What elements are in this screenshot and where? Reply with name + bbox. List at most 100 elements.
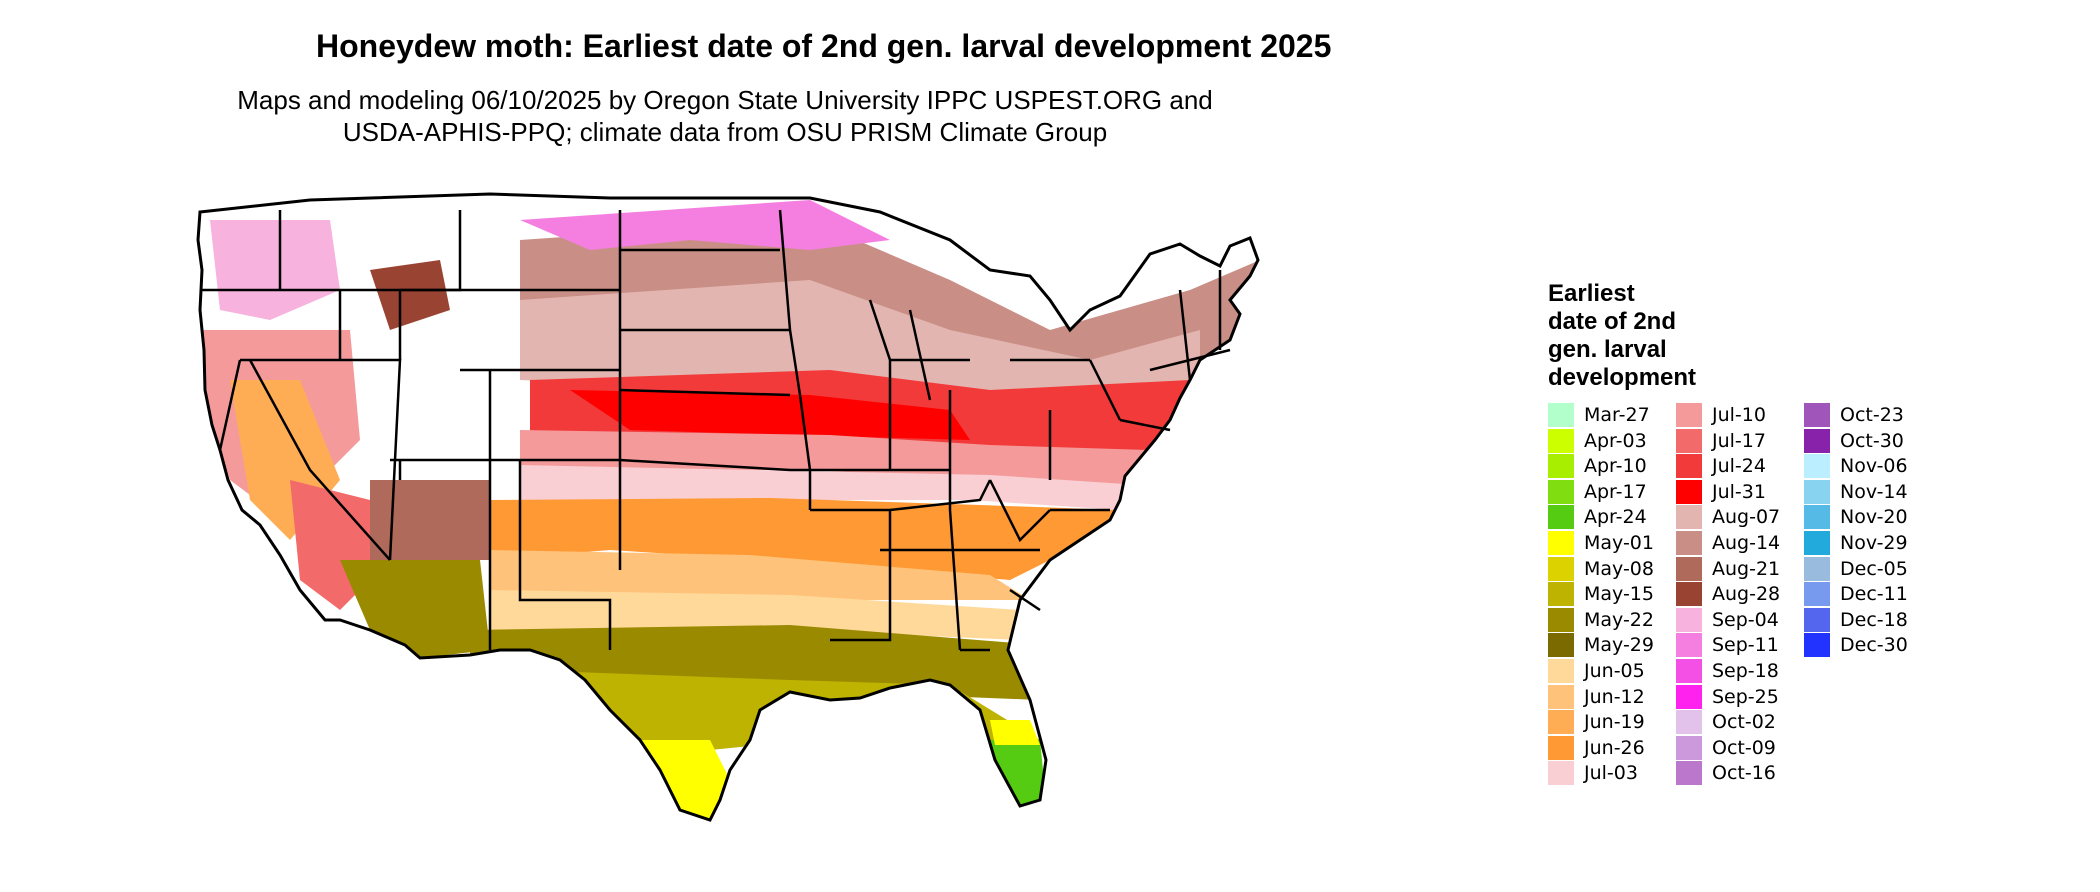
legend-label: Sep-25 (1712, 685, 1779, 708)
legend-label: Dec-30 (1840, 634, 1908, 657)
state-boundary (1178, 289, 1192, 381)
legend-item: Sep-11 (1676, 632, 1796, 658)
legend-item: Apr-10 (1548, 453, 1668, 479)
state-boundary (1149, 348, 1231, 372)
legend-item: Aug-28 (1676, 581, 1796, 607)
legend-title: Earliest date of 2nd gen. larval develop… (1548, 280, 1748, 392)
legend-item: Oct-16 (1676, 760, 1796, 786)
legend-label: Dec-05 (1840, 557, 1908, 580)
legend-label: Oct-16 (1712, 762, 1776, 785)
legend-item: May-22 (1548, 607, 1668, 633)
legend-label: May-15 (1584, 583, 1654, 606)
legend-label: Jul-17 (1712, 429, 1766, 452)
legend-swatch (1676, 761, 1702, 786)
legend-swatch (1548, 761, 1574, 786)
legend-label: Jul-10 (1712, 404, 1766, 426)
legend-label: Jul-03 (1584, 762, 1638, 785)
subtitle-line-2: USDA-APHIS-PPQ; climate data from OSU PR… (342, 117, 1108, 147)
legend-swatch (1548, 505, 1574, 530)
legend-label: May-08 (1584, 557, 1654, 580)
legend-label: Jul-31 (1712, 480, 1766, 503)
legend-item: Aug-14 (1676, 530, 1796, 556)
legend-column: Jul-10 Jul-17 Jul-24 Jul-31 Aug-07 Aug-14 Aug-… (1676, 402, 1796, 786)
legend-swatch (1548, 454, 1574, 479)
late-season-zone (520, 220, 1258, 390)
legend-swatch (1676, 428, 1702, 453)
legend-item: Dec-30 (1804, 632, 1924, 658)
legend-swatch (1548, 710, 1574, 735)
legend-item: May-01 (1548, 530, 1668, 556)
legend-swatch (1548, 428, 1574, 453)
legend-column: Mar-27 Apr-03 Apr-10 Apr-17 Apr-24 May-01 May-… (1548, 402, 1668, 786)
state-boundary (889, 479, 992, 512)
legend-label: Dec-11 (1840, 583, 1908, 606)
legend-item: Apr-17 (1548, 479, 1668, 505)
legend-label: May-22 (1584, 608, 1654, 631)
legend-swatch (1548, 633, 1574, 658)
legend-label: Nov-14 (1840, 480, 1908, 503)
legend-swatch (1676, 403, 1702, 427)
legend-swatch (1676, 684, 1702, 709)
legend-label: Oct-02 (1712, 711, 1776, 734)
legend-swatch (1676, 607, 1702, 632)
legend-title-line: gen. larval (1548, 336, 1667, 363)
legend-swatch (1804, 633, 1830, 658)
state-boundary (988, 479, 1051, 543)
legend-swatch (1676, 633, 1702, 658)
legend-label: Nov-29 (1840, 531, 1908, 554)
very-late-zone (520, 200, 890, 250)
legend-item: Jun-26 (1548, 735, 1668, 761)
legend-label: Nov-06 (1840, 455, 1908, 478)
legend-swatch (1676, 658, 1702, 683)
legend-title-line: date of 2nd (1548, 308, 1677, 335)
legend-swatch (1804, 505, 1830, 530)
legend-swatch (1548, 684, 1574, 709)
legend-swatch (1676, 582, 1702, 607)
legend-swatch (1804, 607, 1830, 632)
legend-swatch (1804, 479, 1830, 504)
legend-label: Sep-11 (1712, 634, 1779, 657)
subtitle-line-1: Maps and modeling 06/10/2025 by Oregon S… (237, 85, 1213, 115)
state-boundary (778, 209, 812, 510)
spring-zone (620, 740, 730, 820)
legend-item: Nov-29 (1804, 530, 1924, 556)
legend-label: Oct-09 (1712, 736, 1776, 759)
legend-item: Mar-27 (1548, 402, 1668, 428)
mid-season-zone (520, 430, 1150, 490)
us-phenology-map (196, 192, 1260, 822)
legend-item: Aug-21 (1676, 556, 1796, 582)
southwest-zone (340, 560, 490, 658)
legend-item: Sep-18 (1676, 658, 1796, 684)
legend-swatch (1548, 607, 1574, 632)
legend-swatch (1804, 428, 1830, 453)
legend-label: Apr-17 (1584, 480, 1647, 503)
legend-item: Jun-19 (1548, 709, 1668, 735)
legend-item: Jul-24 (1676, 453, 1796, 479)
legend-item: Jun-12 (1548, 684, 1668, 710)
legend-item: Sep-04 (1676, 607, 1796, 633)
legend-item: Aug-07 (1676, 504, 1796, 530)
legend-item: Oct-23 (1804, 402, 1924, 428)
state-boundary (948, 509, 962, 651)
legend-item: Oct-09 (1676, 735, 1796, 761)
legend-swatch (1804, 556, 1830, 581)
state-boundary (1009, 588, 1041, 612)
state-boundary (810, 508, 892, 642)
west-zone (210, 220, 340, 320)
legend-label: Jun-19 (1584, 711, 1645, 734)
legend-swatch (1804, 530, 1830, 555)
legend-item: Nov-14 (1804, 479, 1924, 505)
legend-item: Dec-18 (1804, 607, 1924, 633)
state-boundary (619, 388, 791, 397)
legend-label: May-01 (1584, 531, 1654, 554)
legend-label: Jul-24 (1712, 455, 1766, 478)
state-boundary (218, 359, 242, 451)
state-boundary (908, 309, 932, 401)
state-boundary (619, 458, 791, 472)
legend-swatch (1676, 505, 1702, 530)
legend-label: Sep-18 (1712, 659, 1779, 682)
legend-title-line: development (1548, 364, 1697, 391)
spring-zone (990, 720, 1040, 745)
legend-label: Dec-18 (1840, 608, 1908, 631)
legend-label: Aug-21 (1712, 557, 1781, 580)
